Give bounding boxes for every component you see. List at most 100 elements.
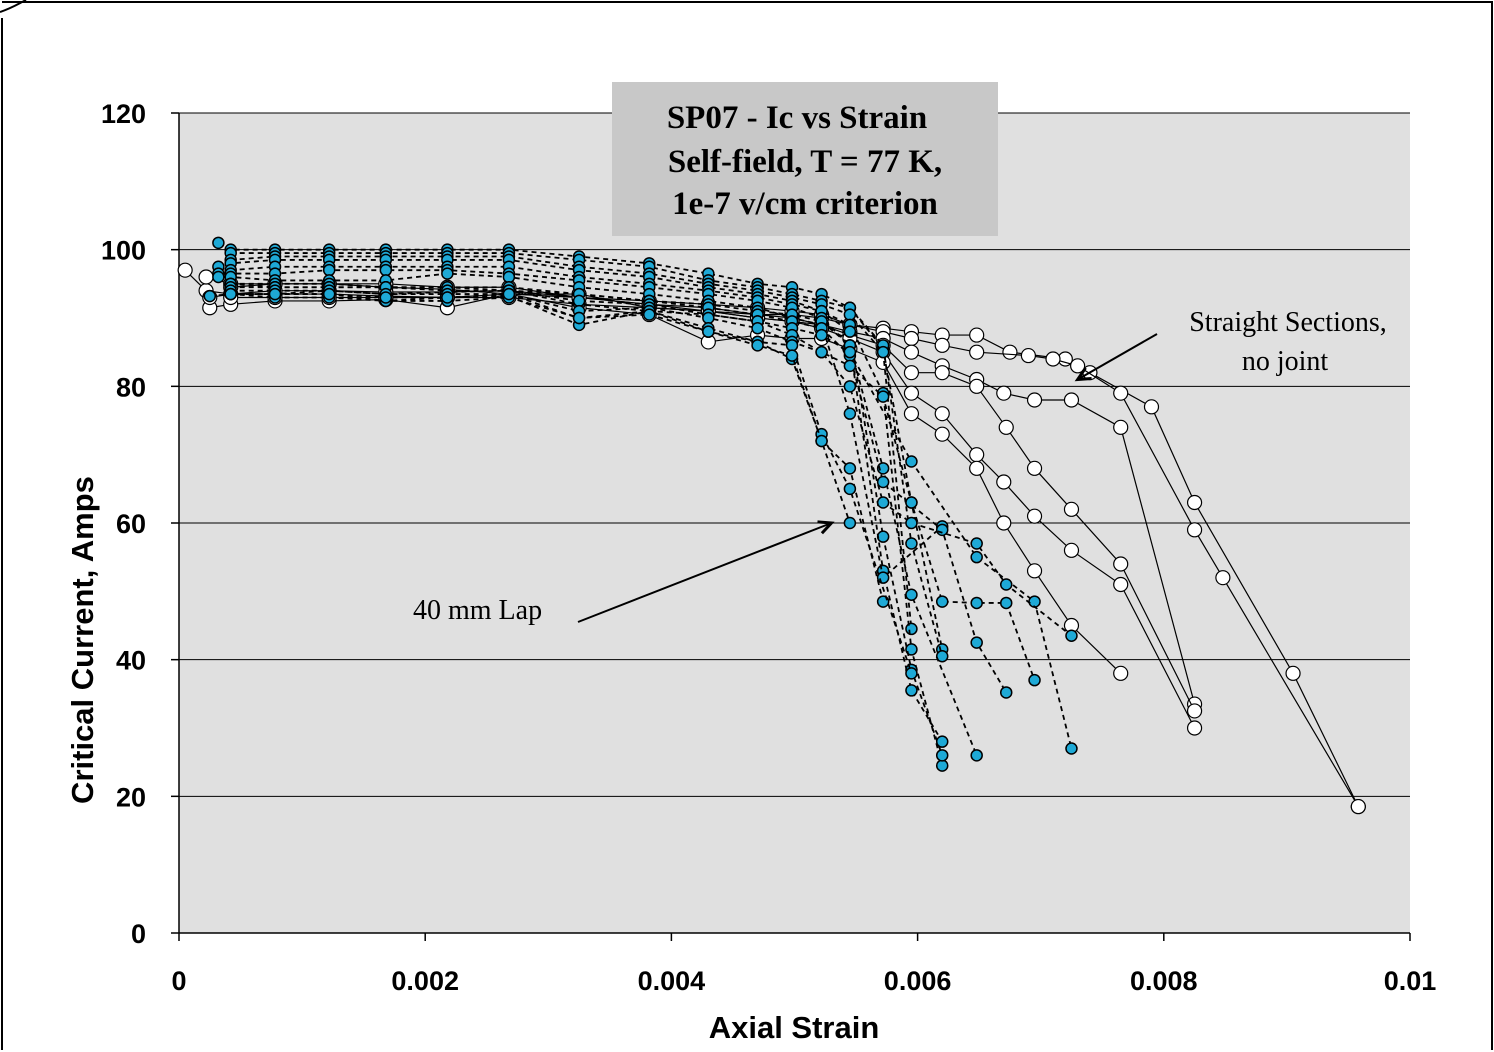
data-point xyxy=(876,345,890,359)
data-point xyxy=(1186,703,1203,719)
data-point xyxy=(905,516,918,530)
series-line xyxy=(230,286,1073,637)
y-axis-title: Critical Current, Amps xyxy=(65,476,100,804)
annotation-straight-sections-arrowhead xyxy=(1074,367,1092,382)
data-point xyxy=(876,571,890,584)
data-point xyxy=(935,650,949,663)
data-point xyxy=(935,735,949,748)
data-point xyxy=(1026,563,1043,579)
data-point xyxy=(1065,629,1078,642)
data-point xyxy=(198,269,214,285)
x-tick-label: 0.006 xyxy=(884,966,952,996)
data-point xyxy=(843,359,857,373)
y-tick-label: 20 xyxy=(116,782,146,812)
data-point xyxy=(379,263,393,277)
series-line xyxy=(230,265,944,756)
data-point xyxy=(322,287,336,301)
data-point xyxy=(751,322,764,335)
data-point xyxy=(905,667,918,680)
x-axis-title: Axial Strain xyxy=(709,1010,880,1045)
data-point xyxy=(1186,494,1203,511)
data-point xyxy=(843,462,857,475)
data-point xyxy=(1113,385,1129,401)
data-point xyxy=(1186,522,1203,538)
data-point xyxy=(1186,720,1203,736)
data-point xyxy=(785,339,799,352)
data-point xyxy=(1350,798,1366,815)
data-point xyxy=(268,287,282,301)
data-point xyxy=(905,455,918,468)
data-point xyxy=(843,345,857,359)
data-point xyxy=(1113,556,1129,572)
data-point xyxy=(970,749,983,762)
title-box-background xyxy=(612,82,998,236)
y-tick-label: 40 xyxy=(116,646,146,676)
title-line-3: 1e-7 v/cm criterion xyxy=(672,186,938,222)
data-point xyxy=(212,270,225,284)
data-point xyxy=(502,287,516,301)
annotation-straight-sections: Straight Sections, no joint xyxy=(1074,307,1387,382)
y-axis-ticks: 0 20 40 60 80 100 120 xyxy=(101,99,179,949)
y-tick-label: 80 xyxy=(116,372,146,402)
data-point xyxy=(905,496,918,509)
data-point xyxy=(322,263,336,277)
data-point xyxy=(1063,392,1080,408)
data-point xyxy=(998,419,1014,435)
data-point xyxy=(970,596,983,610)
series-line xyxy=(230,293,885,602)
data-point xyxy=(1026,508,1043,524)
data-point xyxy=(843,380,857,393)
data-point xyxy=(903,344,920,360)
title-line-1: SP07 - Ic vs Strain xyxy=(667,100,927,136)
series-line xyxy=(218,269,943,743)
data-point xyxy=(969,447,985,463)
data-point xyxy=(969,378,985,394)
data-point xyxy=(1026,392,1043,408)
data-point xyxy=(996,385,1012,401)
data-point xyxy=(1002,344,1018,360)
annotation-straight-sections-line-1: Straight Sections, xyxy=(1189,307,1387,338)
data-point xyxy=(785,349,799,362)
data-point xyxy=(905,588,918,601)
data-point xyxy=(843,407,857,420)
data-point xyxy=(441,267,454,280)
data-point xyxy=(999,686,1013,699)
data-point xyxy=(1065,742,1078,755)
data-point xyxy=(876,462,890,475)
title-line-2: Self-field, T = 77 K, xyxy=(668,144,942,180)
data-point xyxy=(702,311,715,325)
data-point xyxy=(224,287,237,301)
data-point xyxy=(1026,460,1043,476)
data-point xyxy=(876,475,890,489)
data-point xyxy=(1070,358,1086,374)
data-point xyxy=(843,308,857,321)
data-point xyxy=(935,749,949,762)
data-point xyxy=(379,291,393,304)
annotation-straight-sections-line-2: no joint xyxy=(1242,346,1329,377)
data-point xyxy=(999,578,1013,591)
data-point xyxy=(935,595,949,608)
x-tick-label: 0.002 xyxy=(391,966,459,996)
y-tick-label: 100 xyxy=(101,236,146,266)
data-point xyxy=(572,294,586,308)
data-point xyxy=(905,643,918,656)
data-point xyxy=(905,537,918,550)
annotation-lap-label: 40 mm Lap xyxy=(413,595,542,626)
data-point xyxy=(1113,665,1129,681)
data-point xyxy=(969,460,985,476)
data-point xyxy=(815,434,828,448)
series-line xyxy=(230,282,978,756)
x-tick-label: 0 xyxy=(171,966,186,996)
data-point xyxy=(970,550,983,564)
data-point xyxy=(935,759,949,772)
data-point xyxy=(1113,419,1129,435)
series-joint-21 xyxy=(224,287,857,530)
data-point xyxy=(1028,673,1041,687)
x-axis-ticks: 0 0.002 0.004 0.006 0.008 0.01 xyxy=(171,933,1436,996)
x-tick-label: 0.004 xyxy=(638,966,706,996)
data-point xyxy=(903,365,920,381)
data-point xyxy=(815,328,828,342)
data-point xyxy=(970,537,983,550)
data-point xyxy=(642,308,656,321)
